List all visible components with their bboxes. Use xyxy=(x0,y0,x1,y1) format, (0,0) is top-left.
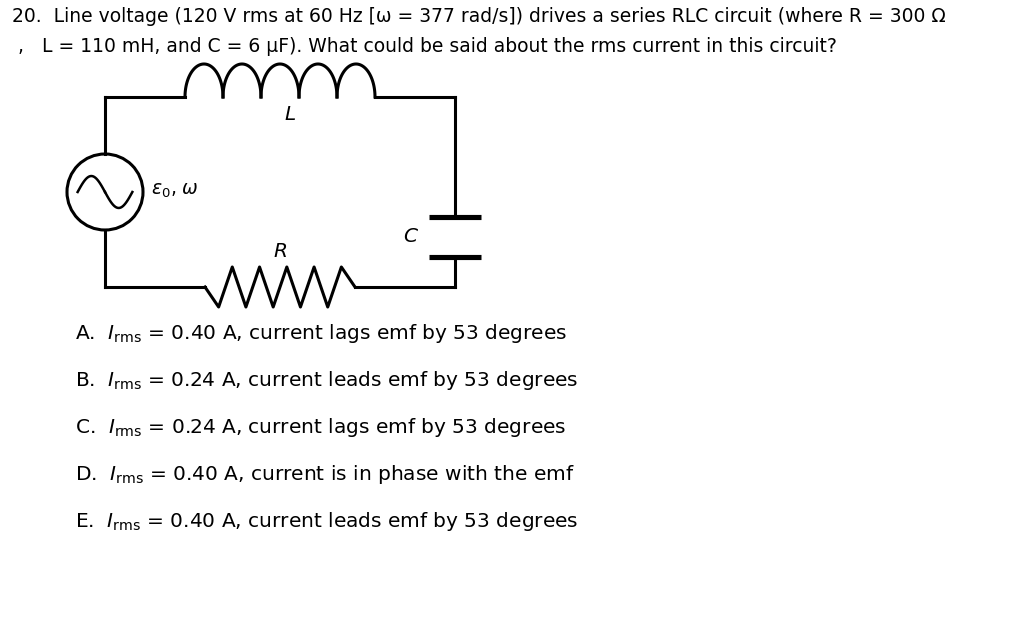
Text: 20.  Line voltage (120 V rms at 60 Hz [ω = 377 rad/s]) drives a series RLC circu: 20. Line voltage (120 V rms at 60 Hz [ω … xyxy=(12,7,946,26)
Text: $\varepsilon_0$, $\omega$: $\varepsilon_0$, $\omega$ xyxy=(151,180,199,200)
Text: E.  $I_{\rm rms}$ = 0.40 A, current leads emf by 53 degrees: E. $I_{\rm rms}$ = 0.40 A, current leads… xyxy=(75,510,579,533)
Text: A.  $I_{\rm rms}$ = 0.40 A, current lags emf by 53 degrees: A. $I_{\rm rms}$ = 0.40 A, current lags … xyxy=(75,322,567,345)
Text: ,   L = 110 mH, and C = 6 μF). What could be said about the rms current in this : , L = 110 mH, and C = 6 μF). What could … xyxy=(12,37,837,56)
Text: C.  $I_{\rm rms}$ = 0.24 A, current lags emf by 53 degrees: C. $I_{\rm rms}$ = 0.24 A, current lags … xyxy=(75,416,566,439)
Text: C: C xyxy=(403,227,417,247)
Text: R: R xyxy=(273,242,287,261)
Text: L: L xyxy=(285,105,296,124)
Text: D.  $I_{\rm rms}$ = 0.40 A, current is in phase with the emf: D. $I_{\rm rms}$ = 0.40 A, current is in… xyxy=(75,463,574,486)
Text: B.  $I_{\rm rms}$ = 0.24 A, current leads emf by 53 degrees: B. $I_{\rm rms}$ = 0.24 A, current leads… xyxy=(75,369,579,392)
